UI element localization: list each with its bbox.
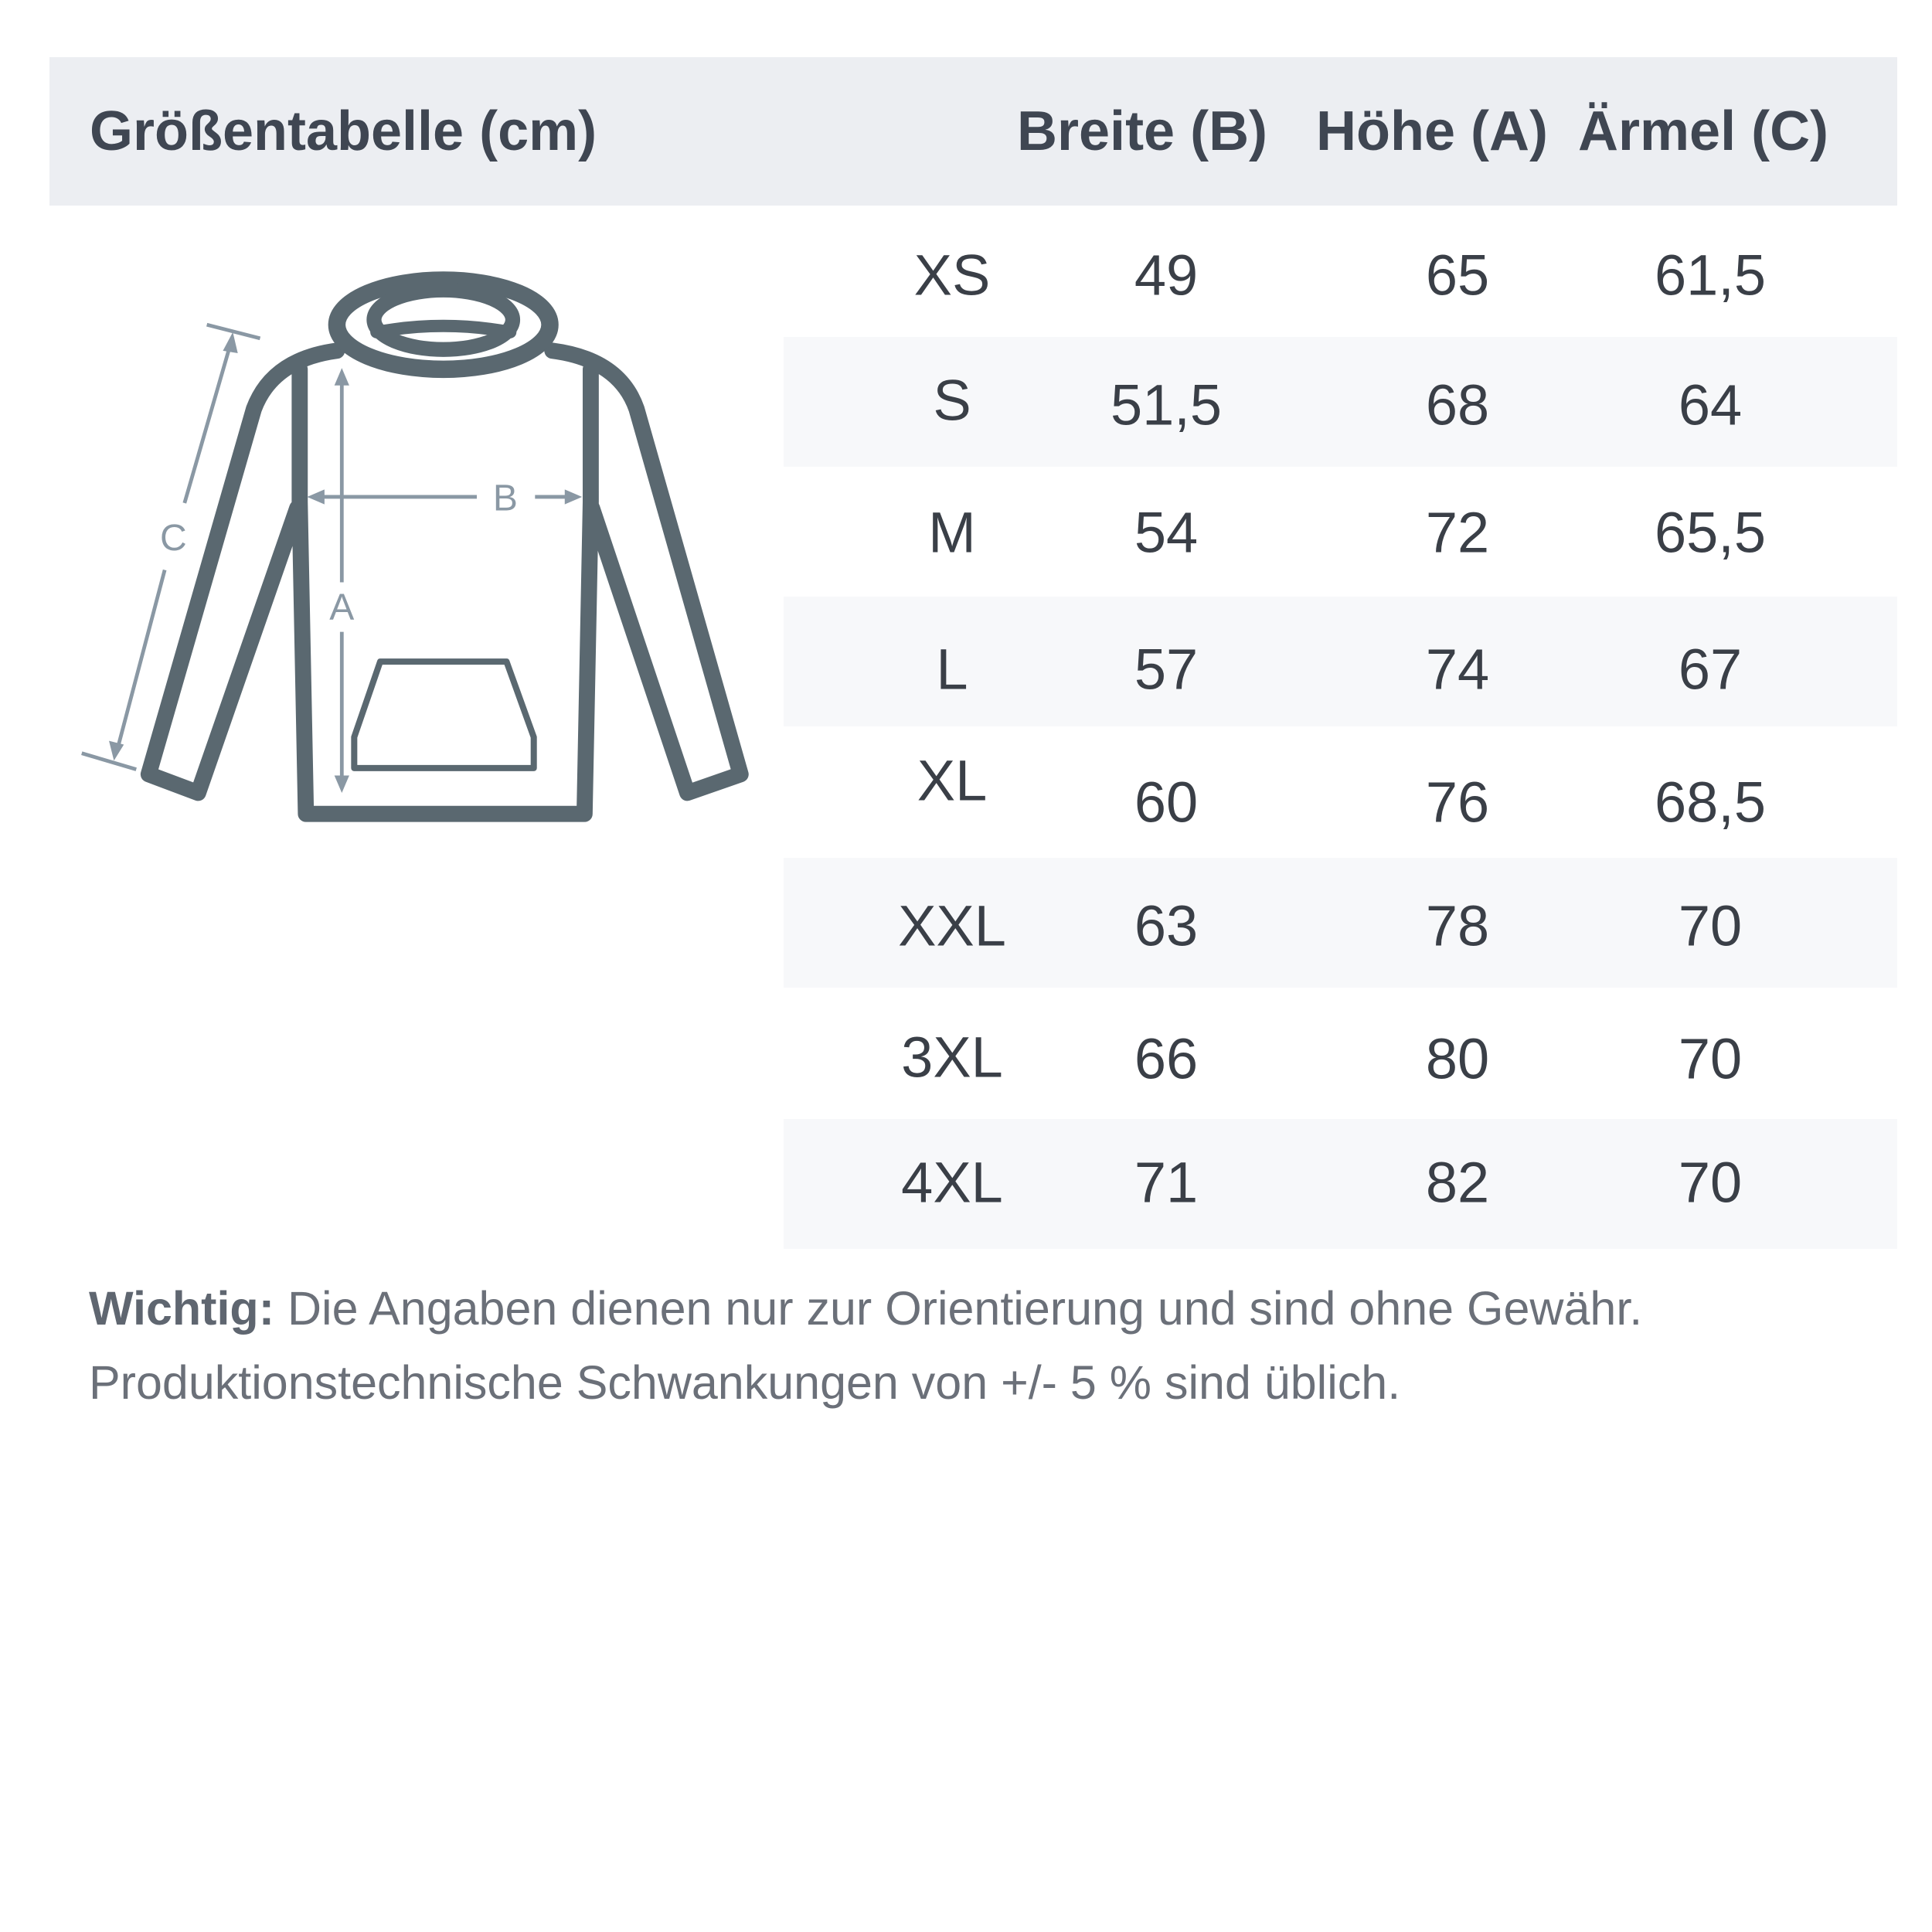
- arrow-a-head-top: [334, 368, 349, 386]
- size-label: XS: [913, 243, 991, 308]
- cell-width: 71: [1134, 1150, 1199, 1215]
- cell-sleeve: 68,5: [1654, 770, 1767, 835]
- cell-sleeve: 70: [1678, 1150, 1743, 1215]
- label-a: A: [329, 587, 354, 628]
- cell-height: 82: [1425, 1150, 1490, 1215]
- cell-height: 74: [1425, 637, 1490, 702]
- size-label: S: [933, 368, 971, 433]
- cell-sleeve: 61,5: [1654, 243, 1767, 308]
- size-label: XXL: [898, 893, 1006, 958]
- arrow-b-head-right: [564, 489, 583, 505]
- hoodie-body: [291, 361, 599, 822]
- note-label: Wichtig:: [89, 1282, 275, 1335]
- cell-height: 65: [1425, 243, 1490, 308]
- cell-height: 76: [1425, 770, 1490, 835]
- arrow-c-tick-bottom: [81, 751, 137, 771]
- column-header-width: Breite (B): [1017, 100, 1268, 162]
- cell-width: 66: [1134, 1026, 1199, 1091]
- hoodie-right-sleeve: [544, 342, 749, 801]
- cell-height: 80: [1425, 1026, 1490, 1091]
- size-label: M: [928, 500, 976, 565]
- arrow-c-top: [182, 344, 233, 504]
- hoodie-left-sleeve: [140, 342, 345, 801]
- size-label: L: [936, 637, 968, 702]
- row-stripe: [784, 337, 1897, 467]
- arrow-c-tick-top: [206, 322, 261, 341]
- size-label: 3XL: [901, 1025, 1003, 1090]
- size-label: XL: [917, 748, 988, 813]
- row-stripe: [784, 858, 1897, 988]
- arrow-c-head-bottom: [109, 740, 124, 761]
- cell-width: 49: [1134, 243, 1199, 308]
- size-label: 4XL: [901, 1150, 1003, 1215]
- column-header-sleeve: Ärmel (C): [1578, 100, 1829, 162]
- hoodie-diagram: A B C: [81, 271, 749, 822]
- cell-sleeve: 64: [1678, 372, 1743, 437]
- cell-sleeve: 67: [1678, 637, 1743, 702]
- cell-width: 57: [1134, 637, 1199, 702]
- cell-height: 72: [1425, 500, 1490, 565]
- arrow-c-head-top: [223, 332, 238, 354]
- note-text-1: Die Angaben dienen nur zur Orientierung …: [287, 1282, 1643, 1335]
- row-stripe: [784, 1119, 1897, 1249]
- arrow-c-bottom: [115, 569, 167, 749]
- page-title: Größentabelle (cm): [90, 100, 597, 162]
- arrow-b-head-left: [307, 489, 325, 505]
- row-stripe: [784, 597, 1897, 726]
- cell-height: 68: [1425, 372, 1490, 437]
- cell-width: 51,5: [1110, 372, 1223, 437]
- note-line-1: Wichtig: Die Angaben dienen nur zur Orie…: [89, 1281, 1642, 1335]
- hoodie-hood-line: [370, 319, 517, 338]
- cell-sleeve: 65,5: [1654, 500, 1767, 565]
- hoodie-pocket: [351, 658, 537, 771]
- note-line-2: Produktionstechnische Schwankungen von +…: [89, 1356, 1401, 1409]
- cell-width: 63: [1134, 893, 1199, 958]
- table-header: Größentabelle (cm) Breite (B) Höhe (A) Ä…: [49, 57, 1897, 206]
- arrow-a-head-bottom: [334, 775, 349, 793]
- cell-height: 78: [1425, 893, 1490, 958]
- cell-width: 54: [1134, 500, 1199, 565]
- cell-sleeve: 70: [1678, 893, 1743, 958]
- column-header-height: Höhe (A): [1316, 100, 1548, 162]
- label-b: B: [493, 478, 518, 519]
- cell-width: 60: [1134, 770, 1199, 835]
- label-c: C: [160, 517, 187, 559]
- cell-sleeve: 70: [1678, 1026, 1743, 1091]
